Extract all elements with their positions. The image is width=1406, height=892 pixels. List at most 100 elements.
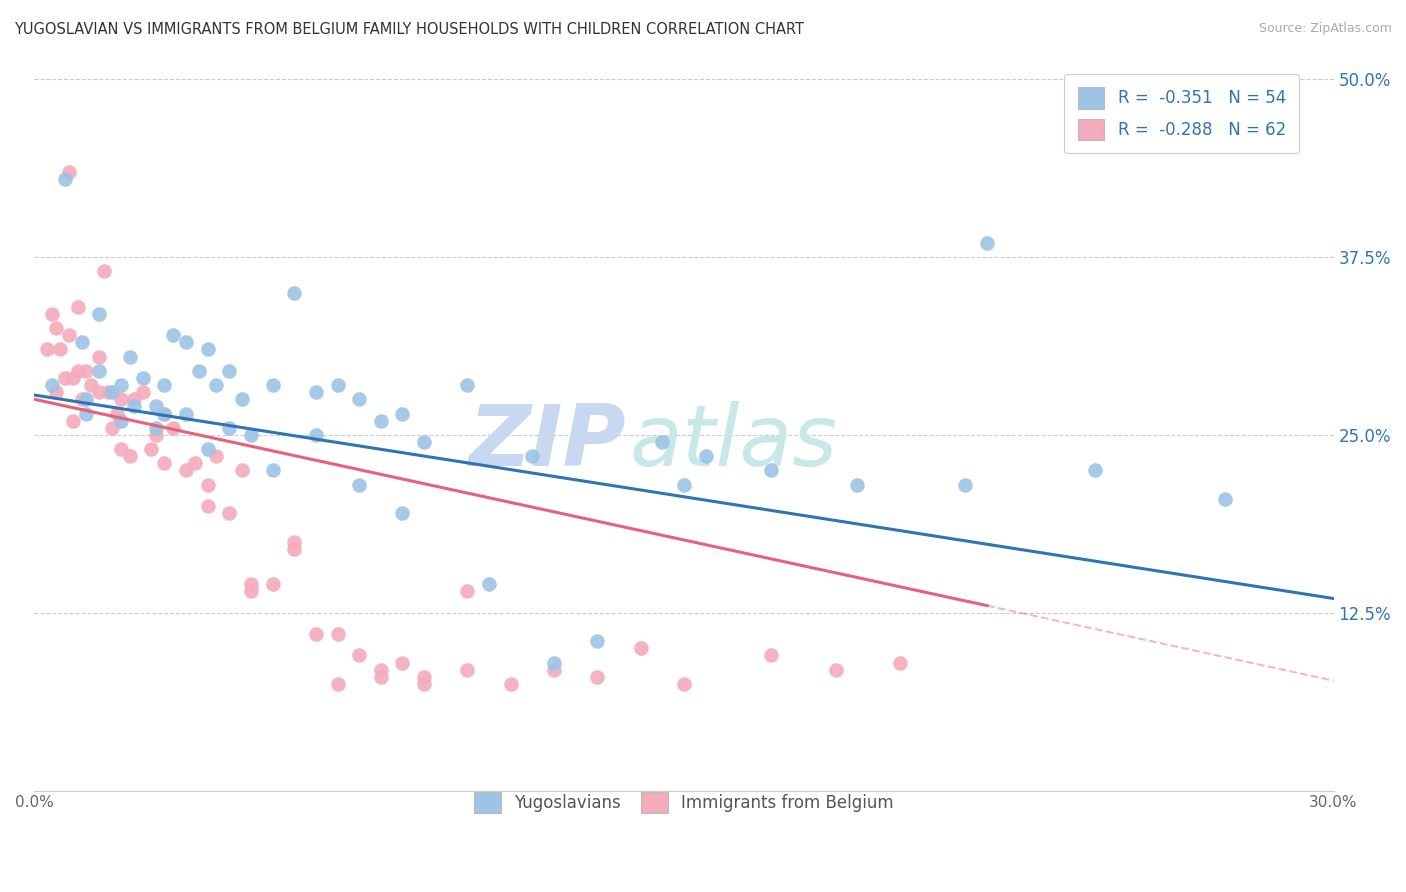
Point [759,463,782,477]
Point [759,648,782,663]
Point [153,407,176,421]
Point [153,378,176,392]
Point [49,343,72,357]
Point [218,506,240,520]
Point [89,364,111,378]
Point [630,641,652,656]
Point [543,663,565,677]
Point [391,506,413,520]
Point [262,463,284,477]
Point [672,677,695,691]
Point [218,421,240,435]
Point [89,385,111,400]
Point [101,385,124,400]
Point [326,627,349,641]
Point [110,442,132,456]
Point [305,428,328,442]
Point [976,235,998,250]
Point [197,477,219,491]
Point [162,328,184,343]
Point [347,477,370,491]
Point [695,449,717,463]
Point [187,364,209,378]
Point [122,400,145,414]
Point [1084,463,1107,477]
Point [239,584,262,599]
Point [586,670,609,684]
Point [499,677,522,691]
Point [58,328,80,343]
Point [305,627,328,641]
Point [58,164,80,178]
Point [889,656,911,670]
Point [70,392,93,407]
Point [183,456,205,470]
Point [262,378,284,392]
Point [347,392,370,407]
Point [141,442,163,456]
Point [145,428,167,442]
Point [131,371,153,385]
Point [672,477,695,491]
Point [370,670,392,684]
Point [110,378,132,392]
Point [162,421,184,435]
Point [522,449,544,463]
Point [370,414,392,428]
Text: YUGOSLAVIAN VS IMMIGRANTS FROM BELGIUM FAMILY HOUSEHOLDS WITH CHILDREN CORRELATI: YUGOSLAVIAN VS IMMIGRANTS FROM BELGIUM F… [14,22,804,37]
Point [153,456,176,470]
Point [347,648,370,663]
Point [174,463,197,477]
Point [53,171,76,186]
Point [41,307,63,321]
Point [62,414,84,428]
Point [89,350,111,364]
Point [110,414,132,428]
Legend: Yugoslavians, Immigrants from Belgium: Yugoslavians, Immigrants from Belgium [461,779,907,827]
Point [41,378,63,392]
Point [53,371,76,385]
Point [174,335,197,350]
Point [66,300,89,314]
Point [824,663,846,677]
Point [122,392,145,407]
Point [45,321,67,335]
Point [70,335,93,350]
Point [197,343,219,357]
Text: ZIP: ZIP [468,401,626,484]
Point [651,434,673,449]
Point [62,371,84,385]
Point [75,407,97,421]
Point [110,392,132,407]
Point [586,634,609,648]
Point [370,663,392,677]
Point [231,392,253,407]
Point [283,285,305,300]
Point [118,449,141,463]
Point [89,307,111,321]
Point [283,534,305,549]
Point [79,378,101,392]
Point [1213,491,1236,506]
Point [543,656,565,670]
Point [131,385,153,400]
Point [456,378,478,392]
Point [105,407,128,421]
Point [326,378,349,392]
Point [413,677,436,691]
Point [75,392,97,407]
Point [174,407,197,421]
Point [283,541,305,556]
Point [205,378,228,392]
Point [391,407,413,421]
Point [262,577,284,591]
Text: Source: ZipAtlas.com: Source: ZipAtlas.com [1258,22,1392,36]
Point [391,656,413,670]
Point [239,577,262,591]
Point [326,677,349,691]
Point [197,499,219,513]
Point [75,364,97,378]
Point [93,264,115,278]
Point [145,400,167,414]
Point [305,385,328,400]
